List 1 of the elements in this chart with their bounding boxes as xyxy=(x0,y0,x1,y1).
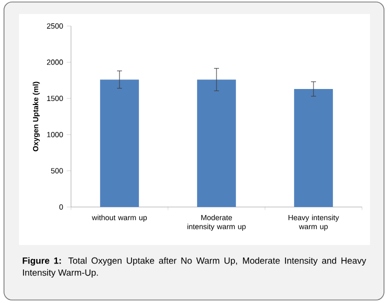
text: Figure 1: Total Oxygen Uptake after No Warm Up, Moderate Intensity and Heavy Intensity Warm-Up. xyxy=(22,257,366,278)
